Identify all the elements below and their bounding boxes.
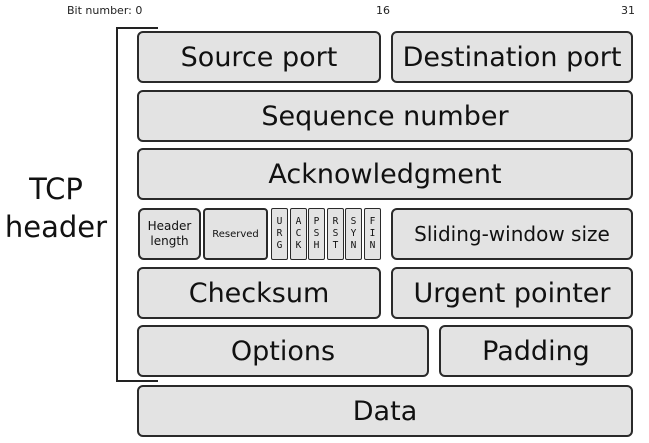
source-port-field: Source port [137, 31, 381, 83]
reserved-field: Reserved [203, 208, 268, 260]
sequence-number-field: Sequence number [137, 90, 633, 142]
tcp-header-label-line1: TCP [29, 172, 83, 206]
acknowledgment-field: Acknowledgment [137, 148, 633, 200]
flag-psh: P S H [308, 208, 325, 260]
flag-urg: U R G [271, 208, 288, 260]
urgent-pointer-field: Urgent pointer [391, 267, 633, 319]
bit-number-16-label: 16 [376, 4, 390, 17]
destination-port-field: Destination port [391, 31, 633, 83]
flag-syn: S Y N [345, 208, 362, 260]
tcp-header-label: TCP header [0, 170, 112, 246]
header-bracket [116, 27, 158, 382]
tcp-header-label-line2: header [4, 210, 108, 244]
data-field: Data [137, 385, 633, 437]
flag-fin: F I N [364, 208, 381, 260]
header-length-line2: length [150, 234, 189, 248]
checksum-field: Checksum [137, 267, 381, 319]
flag-rst: R S T [327, 208, 344, 260]
sliding-window-size-field: Sliding-window size [391, 208, 633, 260]
bit-number-start-label: Bit number: 0 [67, 4, 143, 17]
header-length-line1: Header [147, 219, 192, 233]
header-length-field: Header length [138, 208, 201, 260]
options-field: Options [137, 325, 429, 377]
flag-ack: A C K [290, 208, 307, 260]
padding-field: Padding [439, 325, 633, 377]
bit-number-31-label: 31 [621, 4, 635, 17]
